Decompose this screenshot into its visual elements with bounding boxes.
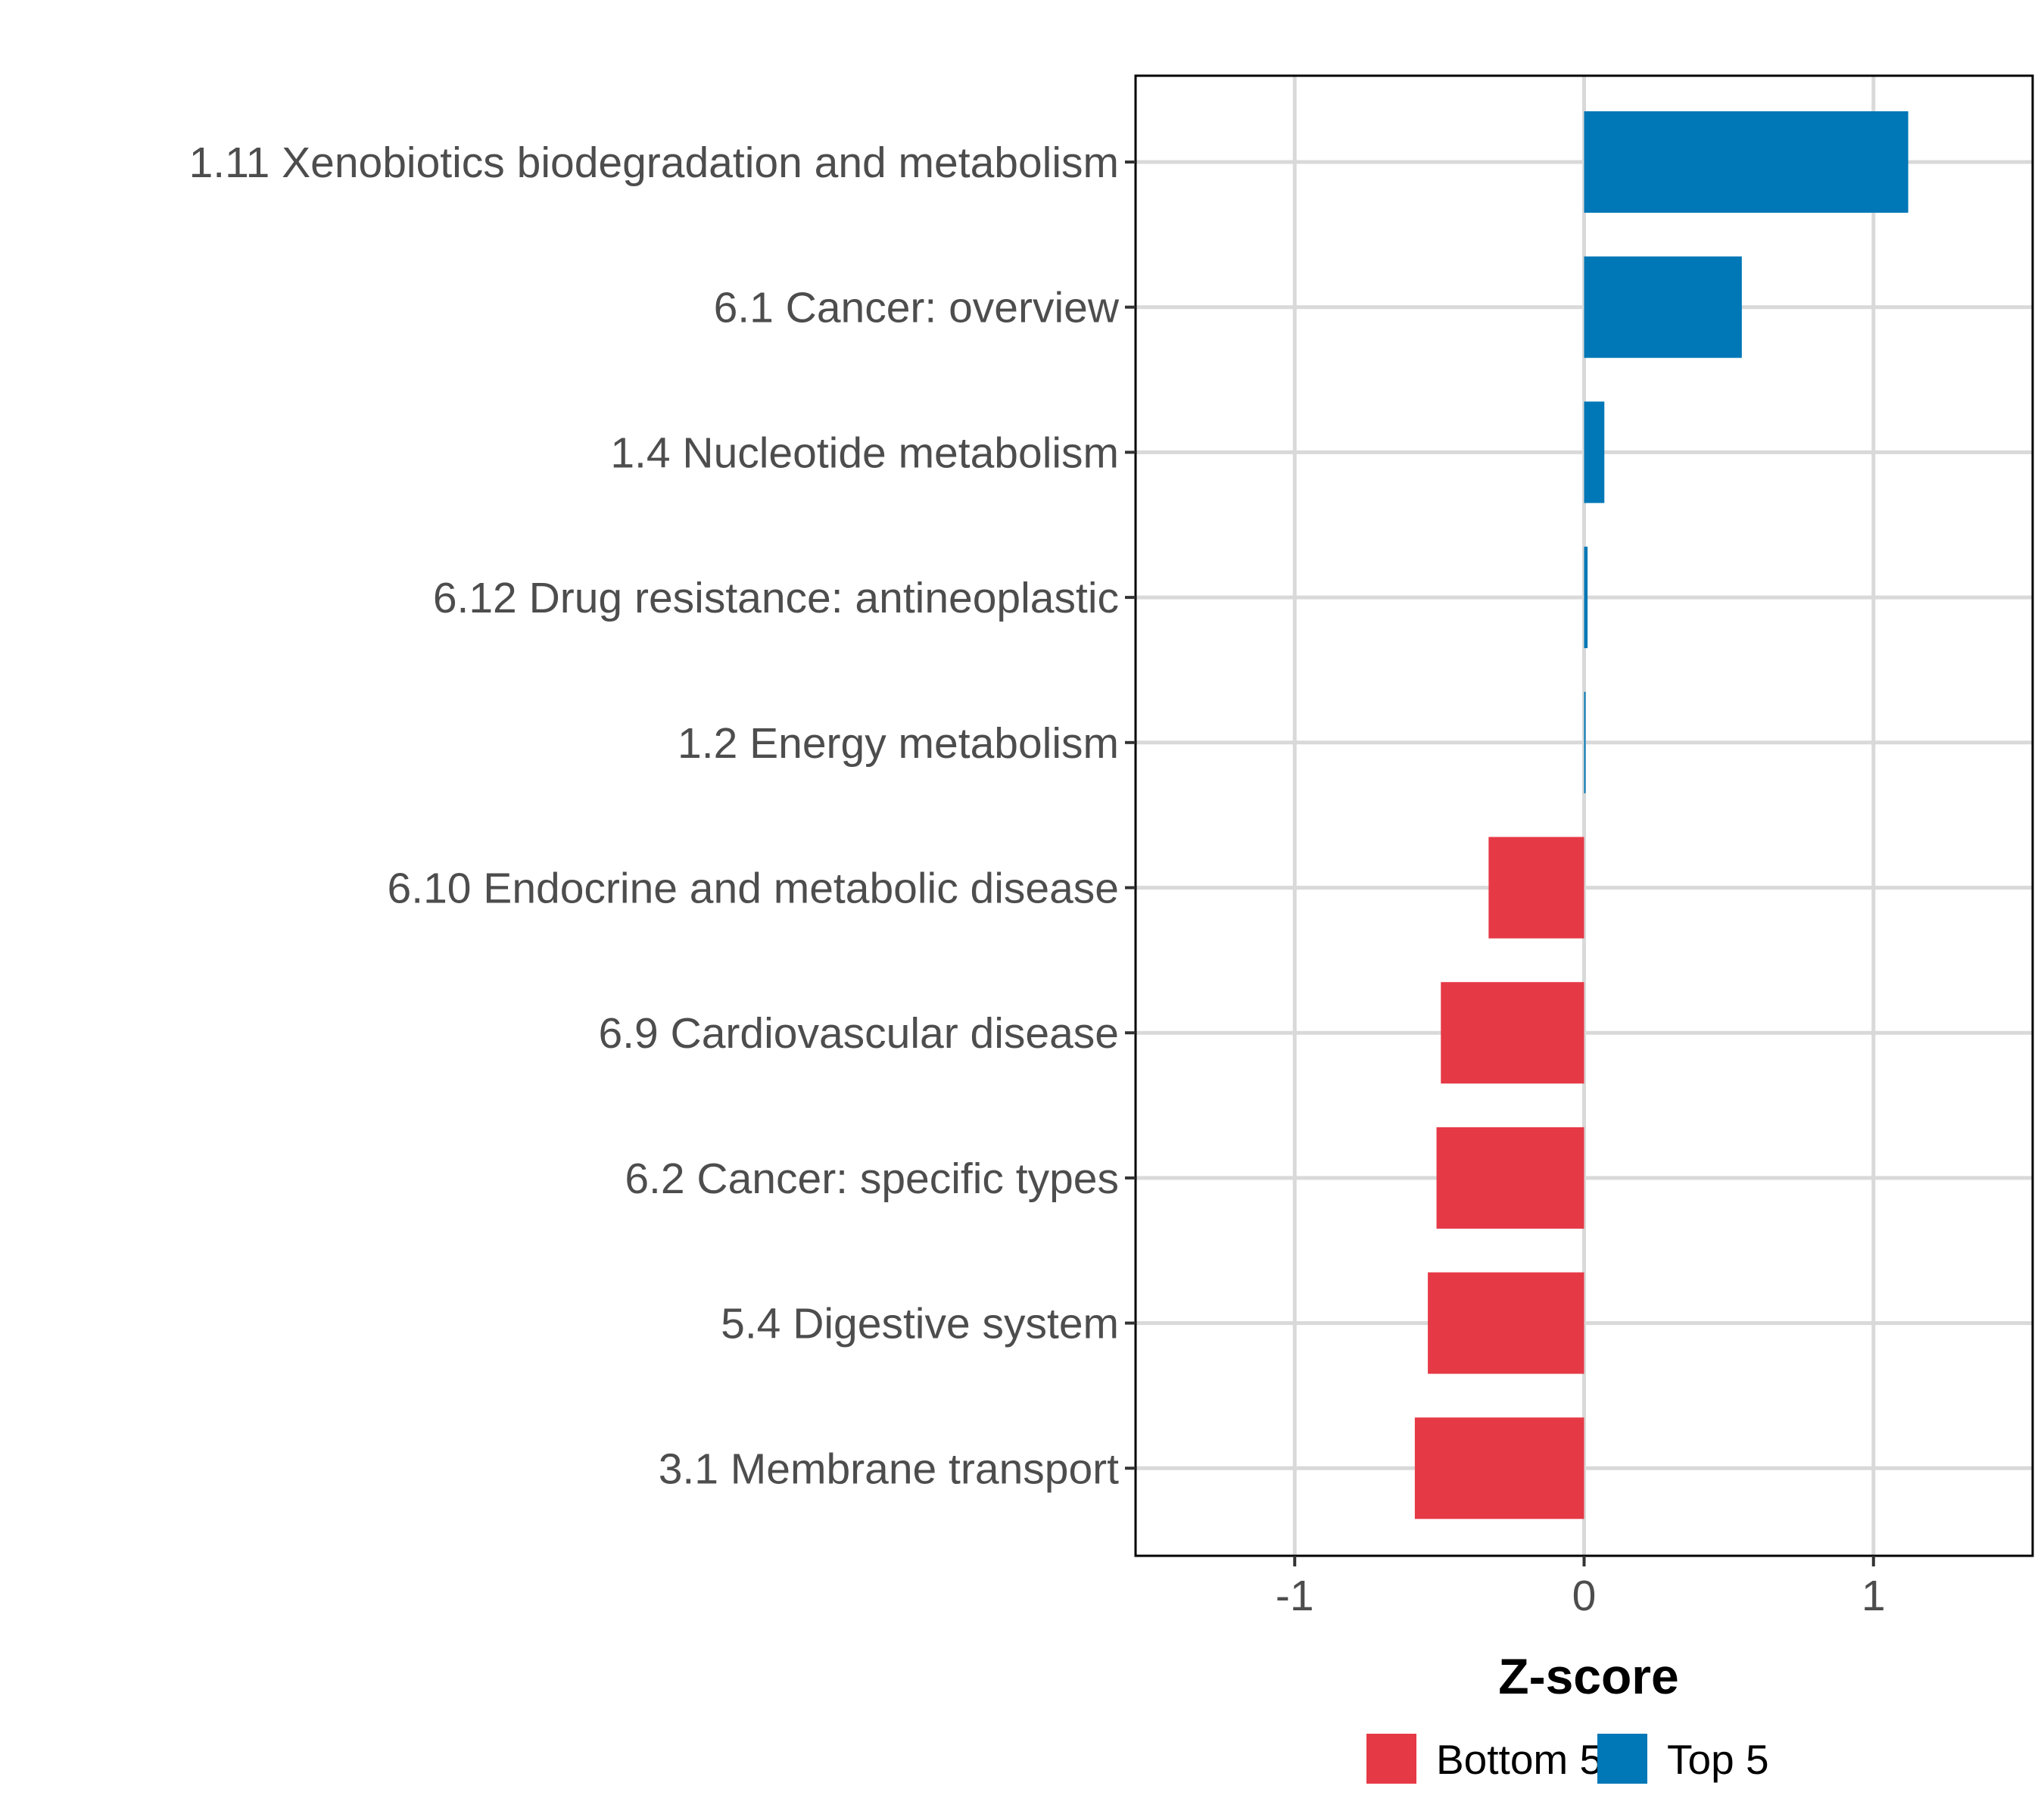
legend-label: Top 5 [1667, 1736, 1769, 1783]
category-label: 1.11 Xenobiotics biodegradation and meta… [189, 139, 1119, 187]
axis-ticks [1125, 161, 1875, 1566]
x-tick-label: 1 [1862, 1572, 1886, 1620]
category-label: 3.1 Membrane transport [659, 1445, 1119, 1493]
category-labels: 1.11 Xenobiotics biodegradation and meta… [189, 139, 1120, 1493]
legend-label: Bottom 5 [1436, 1736, 1603, 1783]
bar [1584, 547, 1588, 649]
legend-swatch [1597, 1734, 1647, 1784]
category-label: 6.12 Drug resistance: antineoplastic [433, 574, 1119, 622]
category-label: 6.2 Cancer: specific types [625, 1155, 1119, 1203]
bar [1584, 111, 1908, 213]
legend-item: Bottom 5 [1366, 1734, 1603, 1784]
category-label: 1.4 Nucleotide metabolism [610, 429, 1119, 477]
bar [1584, 691, 1586, 793]
x-tick-label: 0 [1572, 1572, 1597, 1620]
category-label: 6.1 Cancer: overview [714, 284, 1120, 332]
category-label: 6.9 Cardiovascular disease [598, 1009, 1119, 1058]
category-label: 5.4 Digestive system [721, 1300, 1119, 1348]
bar [1414, 1417, 1584, 1519]
legend-item: Top 5 [1597, 1734, 1769, 1784]
bars [1414, 111, 1908, 1519]
bar [1436, 1127, 1584, 1229]
bar [1584, 401, 1605, 503]
bar [1584, 256, 1742, 358]
legend-swatch [1366, 1734, 1416, 1784]
legend: Bottom 5 Top 5 [1366, 1734, 1769, 1784]
bar [1441, 982, 1584, 1084]
category-label: 6.10 Endocrine and metabolic disease [388, 865, 1119, 913]
bar [1428, 1272, 1584, 1374]
x-axis-title: Z-score [1498, 1648, 1678, 1704]
x-tick-label: -1 [1276, 1572, 1314, 1620]
x-tick-labels: -1 0 1 [1276, 1572, 1886, 1620]
category-label: 1.2 Energy metabolism [678, 719, 1119, 768]
bar [1488, 837, 1584, 939]
